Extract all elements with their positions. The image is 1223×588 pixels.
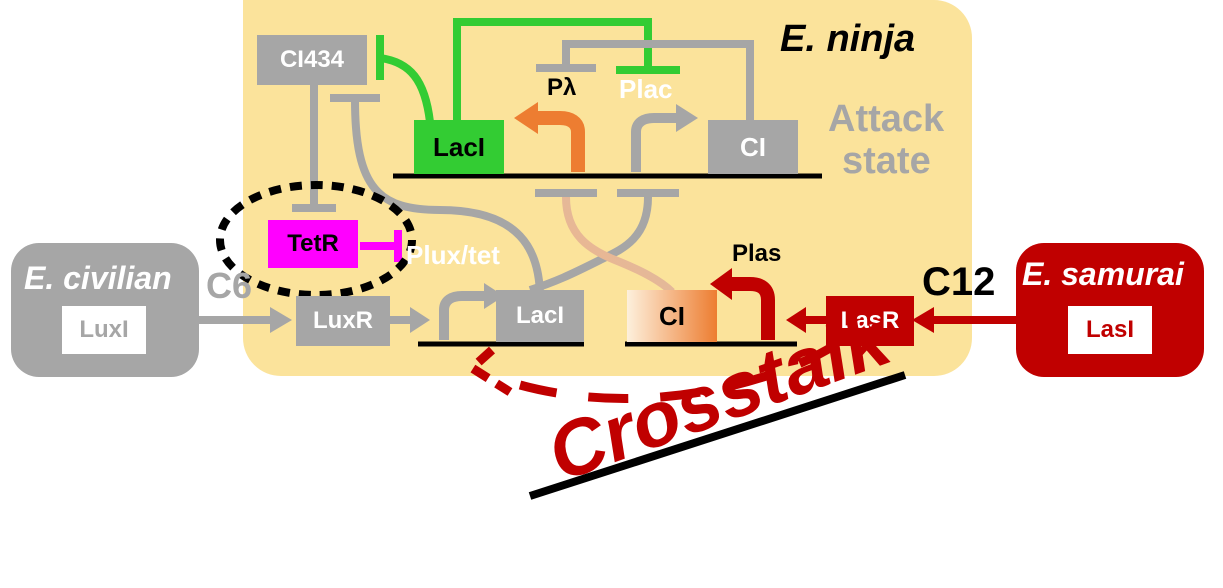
attack-state-label-line2: state [842, 140, 931, 182]
lasr-activation-head [786, 307, 806, 333]
plas-arrow [728, 277, 775, 340]
c12-arrowhead [912, 307, 934, 333]
plac-label: Plac [619, 74, 673, 104]
plux-tet-arrow [439, 291, 488, 340]
plac-arrow [631, 113, 680, 172]
plambda-label: Pλ [547, 74, 577, 101]
ci434-gene: CI434 [257, 35, 367, 85]
ninja-title: E. ninja [780, 18, 916, 60]
plas-label: Plas [732, 240, 782, 267]
crosstalk-arrowhead [464, 346, 513, 396]
ci-gene-bottom: CI [627, 290, 717, 342]
luxr-gene: LuxR [296, 296, 390, 346]
laci-bottom-wire [351, 99, 544, 299]
tetr-highlight-ellipse [216, 181, 416, 299]
plas-arrowhead [710, 268, 732, 300]
civilian-title: E. civilian [24, 260, 172, 296]
crosstalk-dashed-arrow [518, 341, 838, 404]
ci-gene-top: CI [708, 120, 798, 174]
plambda-arrow [532, 111, 585, 172]
laci-gene-bottom: LacI [496, 290, 584, 342]
laci-gene-top: LacI [414, 120, 504, 174]
tetr-gene: TetR [268, 220, 358, 268]
plac-arrowhead [676, 104, 698, 132]
c6-arrowhead [270, 307, 292, 333]
lasr-gene: LasR [826, 296, 914, 346]
plux-tet-label: Plux/tet [406, 240, 500, 270]
c12-label: C12 [922, 260, 996, 304]
samurai-title: E. samurai [1022, 256, 1184, 292]
ci-repression-wire [562, 40, 754, 120]
plambda-arrowhead [514, 102, 538, 134]
crossing-wire-orange [562, 196, 675, 295]
lasi-gene: LasI [1068, 306, 1152, 354]
laci-to-ci434-wire [379, 54, 434, 123]
luxi-gene: LuxI [62, 306, 146, 354]
crossing-wire-gray [528, 196, 652, 294]
plux-tet-arrowhead [484, 283, 504, 309]
attack-state-label-line1: Attack [828, 98, 945, 140]
luxr-activation-head [410, 307, 430, 333]
c6-label: C6 [206, 265, 253, 306]
